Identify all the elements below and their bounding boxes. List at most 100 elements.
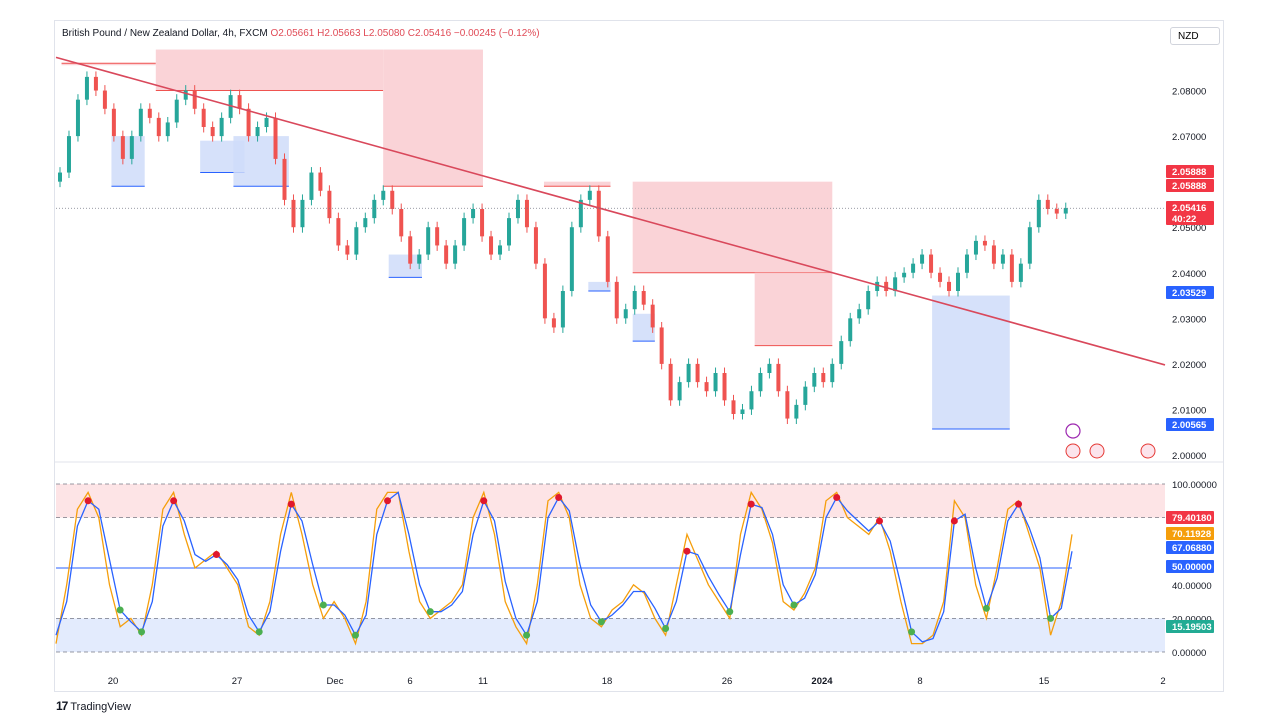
candle-body (515, 199, 520, 219)
sell-signal-dot (480, 497, 488, 505)
price-tick-label: 2.01000 (1172, 405, 1206, 416)
stoch-d-line (55, 491, 1073, 643)
time-tick-label: 26 (722, 676, 733, 687)
candle-body (1027, 227, 1032, 264)
price-tag-label: 2.05888 (1172, 181, 1206, 192)
candle-body (156, 117, 161, 137)
candle-body (354, 227, 359, 255)
candle-body (111, 108, 116, 137)
price-tick-label: 2.07000 (1172, 132, 1206, 143)
candle-body (1009, 254, 1014, 282)
price-tag-label: 2.05416 (1172, 203, 1206, 214)
stoch-tag-label: 50.00000 (1172, 562, 1212, 573)
candle-body (731, 400, 736, 414)
demand-zone (588, 281, 611, 291)
candle-body (84, 76, 89, 100)
sell-signal-dot (555, 493, 563, 501)
stoch-tick-label: 40.00000 (1172, 581, 1212, 592)
sell-signal-dot (384, 497, 392, 505)
candle-body (147, 108, 152, 118)
demand-zone (233, 136, 289, 187)
candle-body (911, 263, 916, 273)
buy-signal-dot (116, 606, 124, 614)
candle-body (309, 172, 314, 200)
buy-signal-dot (138, 628, 146, 636)
candle-body (542, 263, 547, 319)
stoch-tag-label: 15.19503 (1172, 622, 1212, 633)
candle-body (776, 363, 781, 392)
candle-body (794, 404, 799, 419)
candle-body (291, 199, 296, 228)
candle-body (219, 117, 224, 137)
candle-body (785, 391, 790, 419)
stoch-tag-label: 70.11928 (1172, 529, 1211, 540)
ohlc-values: O2.05661 H2.05663 L2.05080 C2.05416 −0.0… (270, 28, 540, 39)
candle-body (713, 373, 718, 392)
supply-zone (543, 181, 611, 187)
candle-body (982, 240, 987, 246)
candle-body (462, 218, 467, 246)
candle-body (282, 158, 287, 200)
candle-body (165, 122, 170, 137)
candle-body (300, 199, 305, 228)
candle-body (435, 227, 440, 246)
candle-body (498, 245, 503, 255)
buy-signal-dot (1047, 614, 1055, 622)
candle-body (363, 218, 368, 228)
price-tag-label: 2.03529 (1172, 288, 1206, 299)
demand-zone (111, 136, 145, 187)
price-tag-countdown: 40:22 (1172, 214, 1196, 225)
candle-body (812, 373, 817, 387)
candle-body (569, 227, 574, 291)
sell-signal-dot (950, 517, 958, 525)
time-tick-label: 18 (602, 676, 613, 687)
candle-body (1036, 199, 1041, 228)
price-tag (1166, 286, 1214, 299)
time-tick-label: 27 (232, 676, 243, 687)
price-tick-label: 2.03000 (1172, 314, 1206, 325)
time-tick-label: 2024 (811, 676, 833, 687)
candle-body (695, 363, 700, 383)
candle-body (866, 291, 871, 310)
candle-body (722, 373, 727, 401)
candle-body (345, 245, 350, 255)
buy-signal-dot (255, 628, 263, 636)
sell-signal-dot (84, 497, 92, 505)
chart-frame[interactable] (54, 20, 1224, 692)
candle-body (1063, 208, 1068, 214)
candle-body (201, 108, 206, 127)
supply-zone (61, 63, 156, 66)
oversold-band (56, 618, 1165, 652)
candle-body (480, 209, 485, 237)
candle-body (408, 236, 413, 264)
stoch-tag (1166, 511, 1214, 524)
currency-selector[interactable]: NZD (1170, 27, 1220, 45)
candle-body (902, 272, 907, 278)
alert-icon (1065, 423, 1081, 439)
overbought-band (56, 484, 1165, 518)
candle-body (264, 117, 269, 127)
candle-body (659, 327, 664, 364)
candle-body (641, 291, 646, 305)
price-tag-label: 2.00565 (1172, 420, 1207, 431)
candle-body (58, 172, 62, 182)
candle-body (120, 136, 125, 159)
candle-body (336, 218, 341, 246)
candle-body (668, 363, 673, 401)
price-tick-label: 2.00000 (1172, 451, 1206, 462)
buy-signal-dot (523, 631, 531, 639)
sell-signal-dot (287, 500, 295, 508)
candle-body (506, 218, 511, 246)
candle-body (740, 409, 745, 414)
tradingview-brand[interactable]: 17 TradingView (56, 699, 131, 713)
candle-body (1018, 263, 1023, 282)
candle-body (605, 236, 610, 282)
supply-zone (155, 49, 384, 91)
price-tag (1166, 179, 1214, 192)
time-tick-label: 20 (108, 676, 119, 687)
buy-signal-dot (597, 618, 605, 626)
sell-signal-dot (833, 493, 841, 501)
price-tick-label: 2.02000 (1172, 360, 1206, 371)
economic-event-icon (1065, 443, 1081, 459)
